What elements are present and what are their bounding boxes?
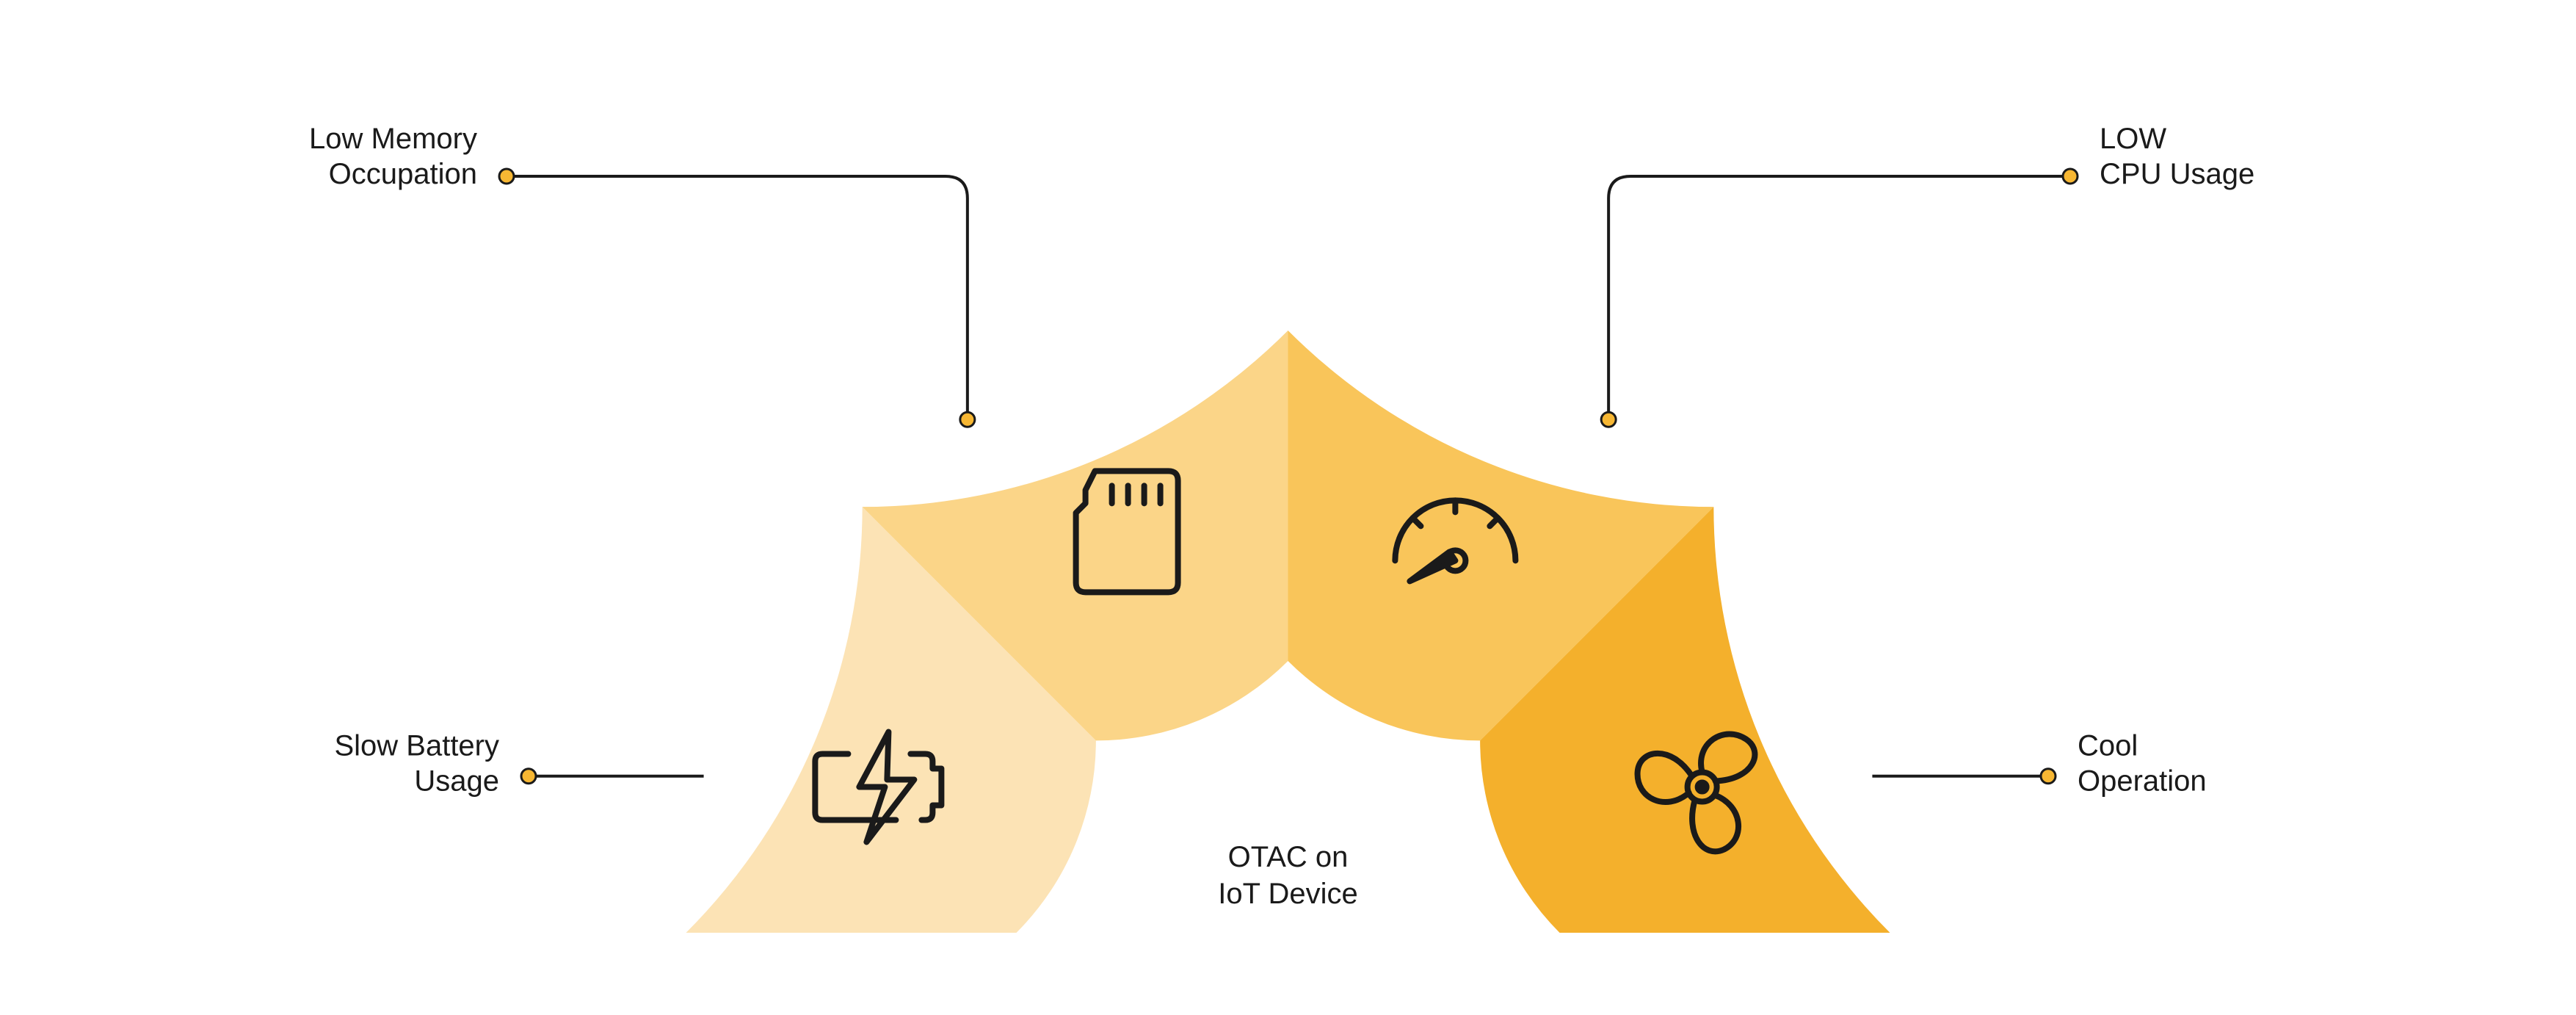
label-cpu-line1: LOW — [2100, 123, 2166, 155]
label-battery-line1: Slow Battery — [334, 730, 499, 762]
connector-dot — [2041, 769, 2056, 784]
center-label-line2: IoT Device — [1218, 878, 1357, 910]
label-memory-line1: Low Memory — [309, 123, 477, 155]
connector-memory — [507, 176, 968, 419]
connector-dot — [499, 169, 514, 184]
center-label-line1: OTAC on — [1228, 841, 1349, 873]
label-battery-line2: Usage — [414, 765, 499, 798]
connector-dot — [2063, 169, 2078, 184]
connector-dot — [521, 769, 536, 784]
label-cool-line2: Operation — [2078, 765, 2207, 798]
connector-cpu — [1608, 176, 2070, 419]
otac-iot-diagram: Slow BatteryUsage Low MemoryOccupation LOW… — [0, 0, 2576, 1015]
label-cpu-line2: CPU Usage — [2100, 158, 2254, 190]
label-memory-line2: Occupation — [329, 158, 477, 190]
connector-dot — [1601, 412, 1616, 427]
label-cool-line1: Cool — [2078, 730, 2138, 762]
connector-dot — [960, 412, 975, 427]
center-label: OTAC on IoT Device — [1218, 841, 1357, 910]
